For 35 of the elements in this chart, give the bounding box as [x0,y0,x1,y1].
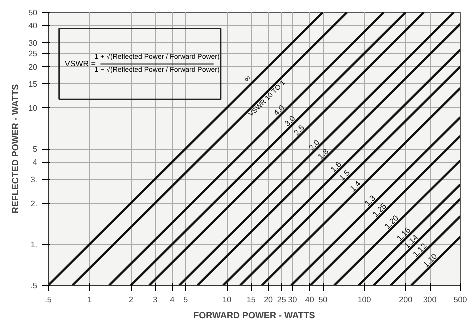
y-tick-label: 40 [28,22,38,31]
x-tick-label: .5 [45,296,52,304]
y-tick-label: .5 [30,282,38,290]
x-axis-title: FORWARD POWER - WATTS [194,310,316,320]
y-axis-title: REFLECTED POWER - WATTS [10,84,21,214]
y-tick-label: 15 [28,80,38,89]
y-tick-label: 20 [28,62,38,72]
x-tick-label: 500 [454,296,468,304]
x-tick-label: 5 [184,296,189,304]
y-tick-label: 2. [30,199,38,208]
x-tick-label: 100 [358,296,372,304]
x-tick-label: 25 [277,296,287,304]
y-tick-label: 30 [28,38,38,48]
text: 1.3 [363,194,378,208]
text: ∞ [242,73,253,84]
y-tick-label: 5 [33,145,38,154]
y-tick-label: 50 [28,8,38,18]
y-tick-label: 1. [30,240,38,250]
x-tick-label: 40 [305,296,315,304]
x-tick-label: 50 [318,296,328,304]
y-tick-label: 3. [30,175,38,184]
y-tick-label: 4 [33,158,38,168]
y-tick-label: 10 [28,104,38,113]
y-tick-label: 25 [28,50,38,59]
x-tick-label: 30 [288,296,298,304]
x-tick-label: 15 [246,296,256,304]
annotation: VSWR = [65,60,96,69]
x-tick-label: 3 [153,296,158,304]
x-tick-label: 200 [399,296,414,304]
x-tick-label: 1 [88,296,93,304]
x-tick-label: 2 [128,296,134,304]
x-tick-label: 20 [264,296,274,304]
x-tick-label: 4 [170,296,176,304]
x-tick-label: 10 [222,296,232,304]
x-tick-label: 300 [423,296,438,304]
